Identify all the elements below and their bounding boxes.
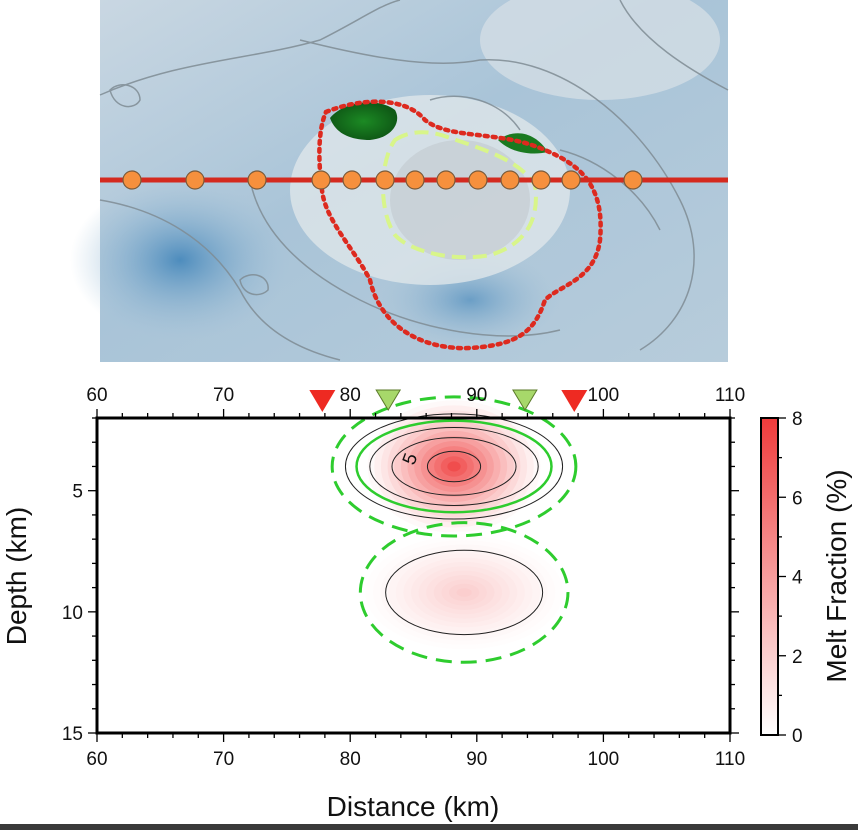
contour-line-2 [369,426,539,506]
y-tick-label: 15 [62,724,83,745]
y-ticks: 5 10 15 [62,417,739,745]
station-marker-8 [436,170,456,190]
station-marker-13 [623,170,643,190]
melt-body-2-band-1 [456,588,472,597]
contour-solid-green [355,419,553,514]
x-tick-label-top: 100 [588,385,620,406]
plot-border [95,416,732,735]
colorbar [760,417,779,736]
station-marker-7 [405,170,425,190]
station-marker-4 [311,170,331,190]
green-vent-marker-2 [375,389,402,411]
station-marker-6 [375,170,395,190]
colorbar-tick-label: 0 [792,726,803,747]
x-axis-title: Distance (km) [327,791,500,822]
x-ticks-top: 60 70 80 90 100 110 [86,385,745,418]
vent-markers [309,389,588,412]
plot-frame [95,416,732,735]
x-tick-label-bottom: 60 [86,749,107,770]
y-tick-label: 10 [62,603,83,624]
station-marker-5 [342,170,362,190]
x-tick-label-bottom: 80 [340,749,361,770]
station-markers [122,170,643,190]
x-tick-label-bottom: 100 [588,749,620,770]
colorbar-tick-label: 8 [792,409,803,430]
contour-outer-dashed-lower [358,521,570,664]
contour-outer-dashed-upper [330,395,578,538]
x-tick-label-bottom: 70 [213,749,234,770]
bathymetry-contours [99,0,729,361]
x-tick-label-bottom: 90 [466,749,487,770]
x-tick-label-top: 80 [340,385,361,406]
green-vent-marker-3 [512,389,538,411]
bottom-strip [0,824,858,830]
x-tick-label-top: 60 [86,385,107,406]
x-tick-label-top: 70 [213,385,234,406]
contour-line-4 [426,450,482,483]
x-tick-label-top: 90 [466,385,487,406]
x-tick-label-top: 110 [715,385,745,406]
station-marker-3 [247,170,267,190]
colorbar-ticks: 0 2 4 6 8 [778,409,803,747]
melt-heatmap [97,395,730,733]
station-marker-11 [531,170,551,190]
y-tick-label: 5 [72,482,83,503]
y-axis-title: Depth (km) [1,507,32,645]
colorbar-tick-label: 2 [792,647,803,668]
contour-line-lower [385,549,544,636]
colorbar-gradient [760,417,779,736]
melt-body-1-band-1 [447,461,461,472]
inner-outline [381,130,538,260]
colorbar-tick-label: 6 [792,488,803,509]
station-marker-9 [468,170,488,190]
station-marker-10 [500,170,520,190]
melt-contours [330,395,578,664]
contour-line-1 [344,413,564,520]
red-vent-marker-4 [561,390,588,412]
x-ticks-bottom: 60 70 80 90 100 110 [86,733,745,770]
colorbar-tick-label: 4 [792,568,803,589]
contour-line-3 [391,437,517,496]
x-tick-label-bottom: 110 [715,749,745,770]
caldera-outline [317,99,603,351]
colorbar-title: Melt Fraction (%) [821,469,852,682]
station-marker-12 [561,170,581,190]
bathymetry-map [70,0,729,362]
station-marker-1 [122,170,142,190]
station-marker-2 [185,170,205,190]
red-vent-marker-1 [309,390,336,412]
